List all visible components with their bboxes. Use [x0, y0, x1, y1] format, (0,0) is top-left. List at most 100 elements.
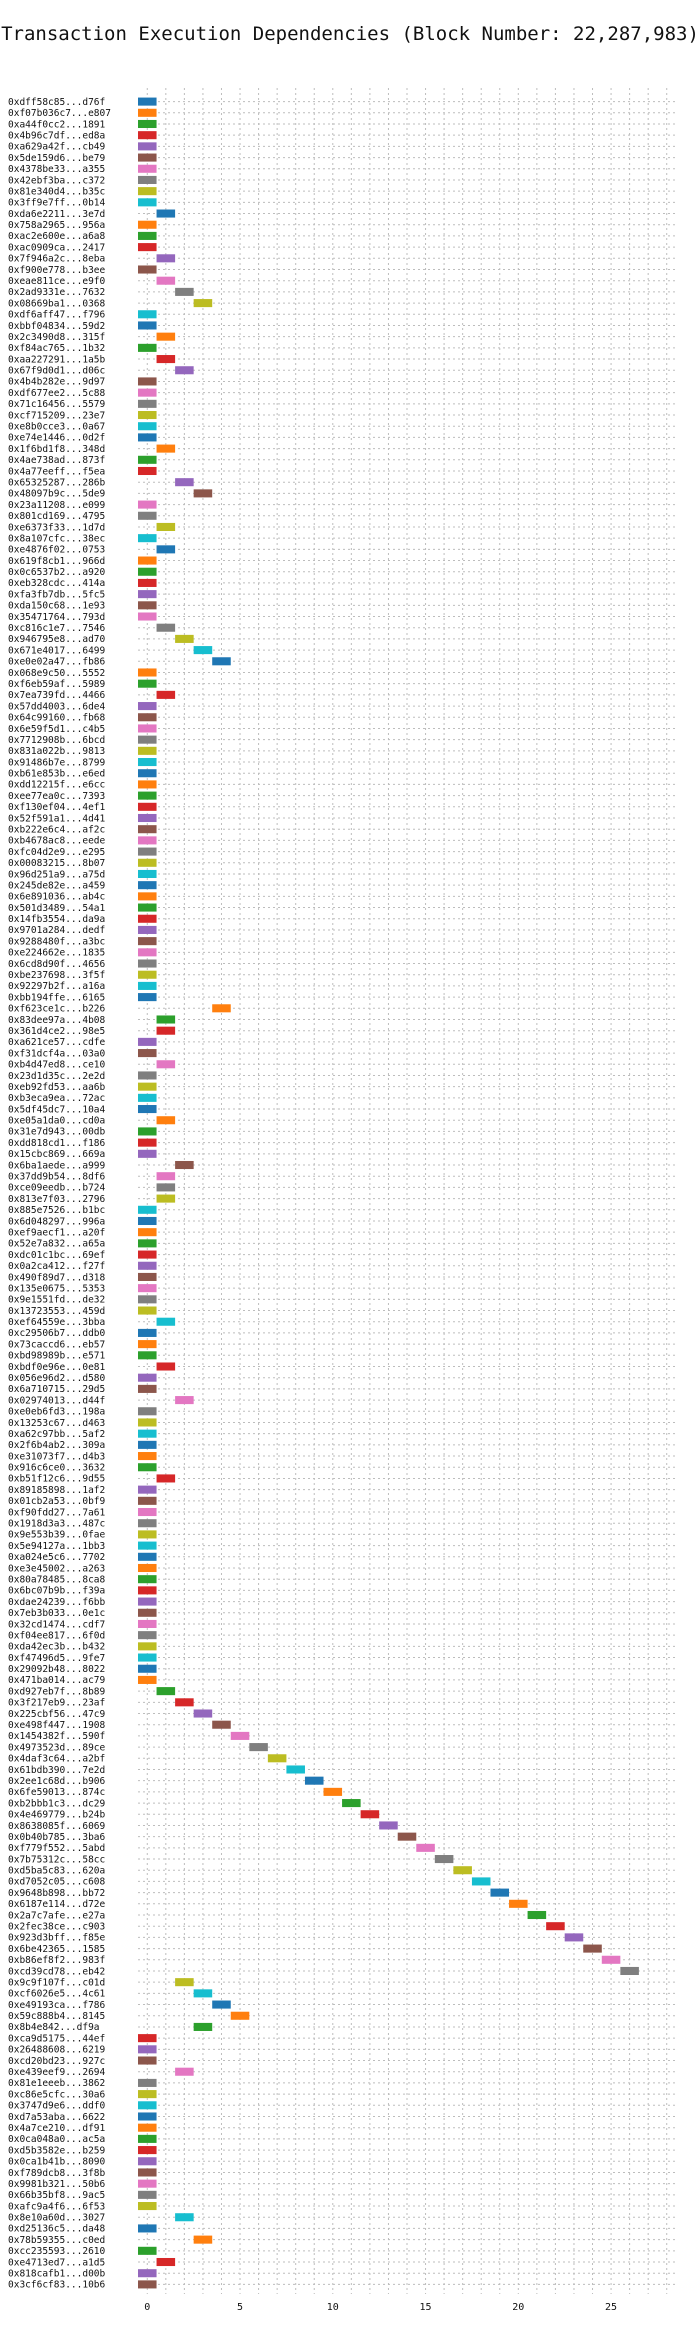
transaction-bar — [138, 1653, 157, 1662]
transaction-label: 0x4973523d...89ce — [8, 1742, 106, 1753]
transaction-bar — [138, 601, 157, 610]
transaction-bar — [138, 2157, 157, 2166]
transaction-label: 0x81e340d4...b35c — [8, 186, 105, 197]
transaction-label: 0x91486b7e...8799 — [8, 757, 106, 768]
transaction-bar — [509, 1899, 528, 1908]
transaction-bar — [138, 1552, 157, 1561]
transaction-bar — [138, 813, 157, 823]
transaction-bar — [620, 1966, 639, 1976]
transaction-bar — [138, 410, 157, 420]
transaction-bar — [138, 2224, 157, 2233]
transaction-label: 0x80a78485...8ca8 — [8, 1574, 106, 1585]
transaction-label: 0x73caccd6...eb57 — [8, 1339, 105, 1350]
transaction-bar — [286, 1765, 305, 1774]
transaction-label: 0xa62c97bb...5af2 — [8, 1429, 105, 1440]
transaction-bar — [138, 231, 157, 240]
transaction-label: 0x361d4ce2...98e5 — [8, 1026, 105, 1037]
transaction-label: 0x9701a284...dedf — [8, 925, 105, 936]
transaction-bar — [601, 1955, 621, 1964]
transaction-bar — [138, 903, 157, 912]
transaction-label: 0xc816c1e7...7546 — [8, 623, 106, 634]
transaction-bar — [156, 1194, 176, 1203]
transaction-bar — [138, 265, 157, 274]
transaction-bar — [138, 1507, 157, 1517]
transaction-bar — [138, 399, 157, 408]
transaction-bar — [138, 1384, 157, 1393]
x-ticks-layer: 0 5 10 15 20 25 — [144, 2302, 617, 2313]
transaction-label: 0xfa3fb7db...5fc5 — [8, 589, 105, 600]
transaction-bar — [138, 310, 157, 319]
transaction-label: 0x1918d3a3...487c — [8, 1519, 105, 1530]
transaction-bar — [138, 1082, 157, 1091]
transaction-label: 0x068e9c50...5552 — [8, 668, 105, 679]
transaction-bar — [138, 590, 157, 599]
transaction-bar — [138, 1575, 157, 1584]
transaction-bar — [138, 1228, 157, 1237]
transaction-bar — [138, 1675, 157, 1684]
transaction-bar — [156, 1474, 176, 1483]
transaction-label: 0x6d048297...996a — [8, 1216, 105, 1227]
transaction-label: 0x9648b898...bb72 — [8, 1888, 105, 1899]
transaction-bar — [138, 2202, 157, 2211]
transaction-label: 0x5de159d6...be79 — [8, 153, 106, 164]
transaction-label: 0xe3e45002...a263 — [8, 1563, 105, 1574]
transaction-bar — [138, 131, 157, 140]
transaction-label: 0x2ee1c68d...b906 — [8, 1776, 106, 1787]
transaction-bar — [156, 522, 176, 531]
transaction-bar — [138, 164, 157, 173]
transaction-label: 0x5e94127a...1bb3 — [8, 1541, 105, 1552]
transaction-label: 0xcd39cd78...eb42 — [8, 1966, 105, 1977]
transaction-label: 0x885e7526...b1bc — [8, 1205, 105, 1216]
x-tick-label: 0 — [144, 2302, 150, 2313]
transaction-bar — [193, 1709, 213, 1718]
transaction-label: 0x225cbf56...47c9 — [8, 1709, 106, 1720]
transaction-label: 0xd5b3582e...b259 — [8, 2145, 106, 2156]
transaction-bar — [564, 1933, 584, 1942]
transaction-label: 0x490f89d7...d318 — [8, 1272, 106, 1283]
transaction-bar — [138, 2078, 157, 2087]
transaction-bar — [212, 2000, 231, 2009]
transaction-label: 0x66b35bf8...9ac5 — [8, 2190, 105, 2201]
transaction-label: 0x8638085f...6069 — [8, 1821, 106, 1832]
transaction-label: 0xda6e2211...3e7d — [8, 209, 105, 220]
transaction-bar — [212, 1004, 231, 1013]
transaction-bar — [138, 388, 157, 397]
bars-layer — [138, 97, 639, 2289]
transaction-bar — [230, 1731, 250, 1740]
transaction-label: 0x42ebf3ba...c372 — [8, 175, 105, 186]
transaction-bar — [138, 1105, 157, 1114]
transaction-bar — [546, 1922, 565, 1931]
transaction-bar — [138, 981, 157, 990]
transaction-label: 0x31e7d943...00db — [8, 1127, 106, 1138]
transaction-label: 0x01cb2a53...0bf9 — [8, 1496, 106, 1507]
transaction-bar — [138, 1519, 157, 1528]
transaction-label: 0x65325287...286b — [8, 477, 106, 488]
transaction-label: 0xb222e6c4...af2c — [8, 824, 105, 835]
transaction-bar — [138, 925, 157, 934]
transaction-label: 0x00083215...8b07 — [8, 858, 105, 869]
transaction-bar — [138, 2101, 157, 2110]
transaction-bar — [138, 1642, 157, 1651]
transaction-bar — [138, 1272, 157, 1281]
transaction-bar — [138, 1619, 157, 1628]
transaction-bar — [138, 612, 157, 621]
transaction-bar — [156, 1116, 176, 1125]
transaction-label: 0x4a77eeff...f5ea — [8, 466, 105, 477]
transaction-label: 0xafc9a4f6...6f53 — [8, 2201, 105, 2212]
transaction-label: 0x4b96c7df...ed8a — [8, 130, 105, 141]
transaction-label: 0xe4713ed7...a1d5 — [8, 2257, 105, 2268]
transaction-bar — [138, 534, 157, 543]
transaction-label: 0xf04ee817...6f0d — [8, 1630, 105, 1641]
transaction-bar — [138, 108, 157, 117]
transaction-label: 0xcf6026e5...4c61 — [8, 1989, 106, 2000]
transaction-bar — [138, 2190, 157, 2199]
transaction-bar — [156, 623, 176, 632]
transaction-bar — [397, 1832, 417, 1841]
transaction-bar — [138, 847, 157, 856]
transaction-label: 0x0b40b785...3ba6 — [8, 1832, 106, 1843]
transaction-label: 0x1454382f...590f — [8, 1731, 105, 1742]
transaction-bar — [138, 433, 157, 442]
transaction-bar — [138, 119, 157, 129]
transaction-bar — [138, 2246, 157, 2255]
